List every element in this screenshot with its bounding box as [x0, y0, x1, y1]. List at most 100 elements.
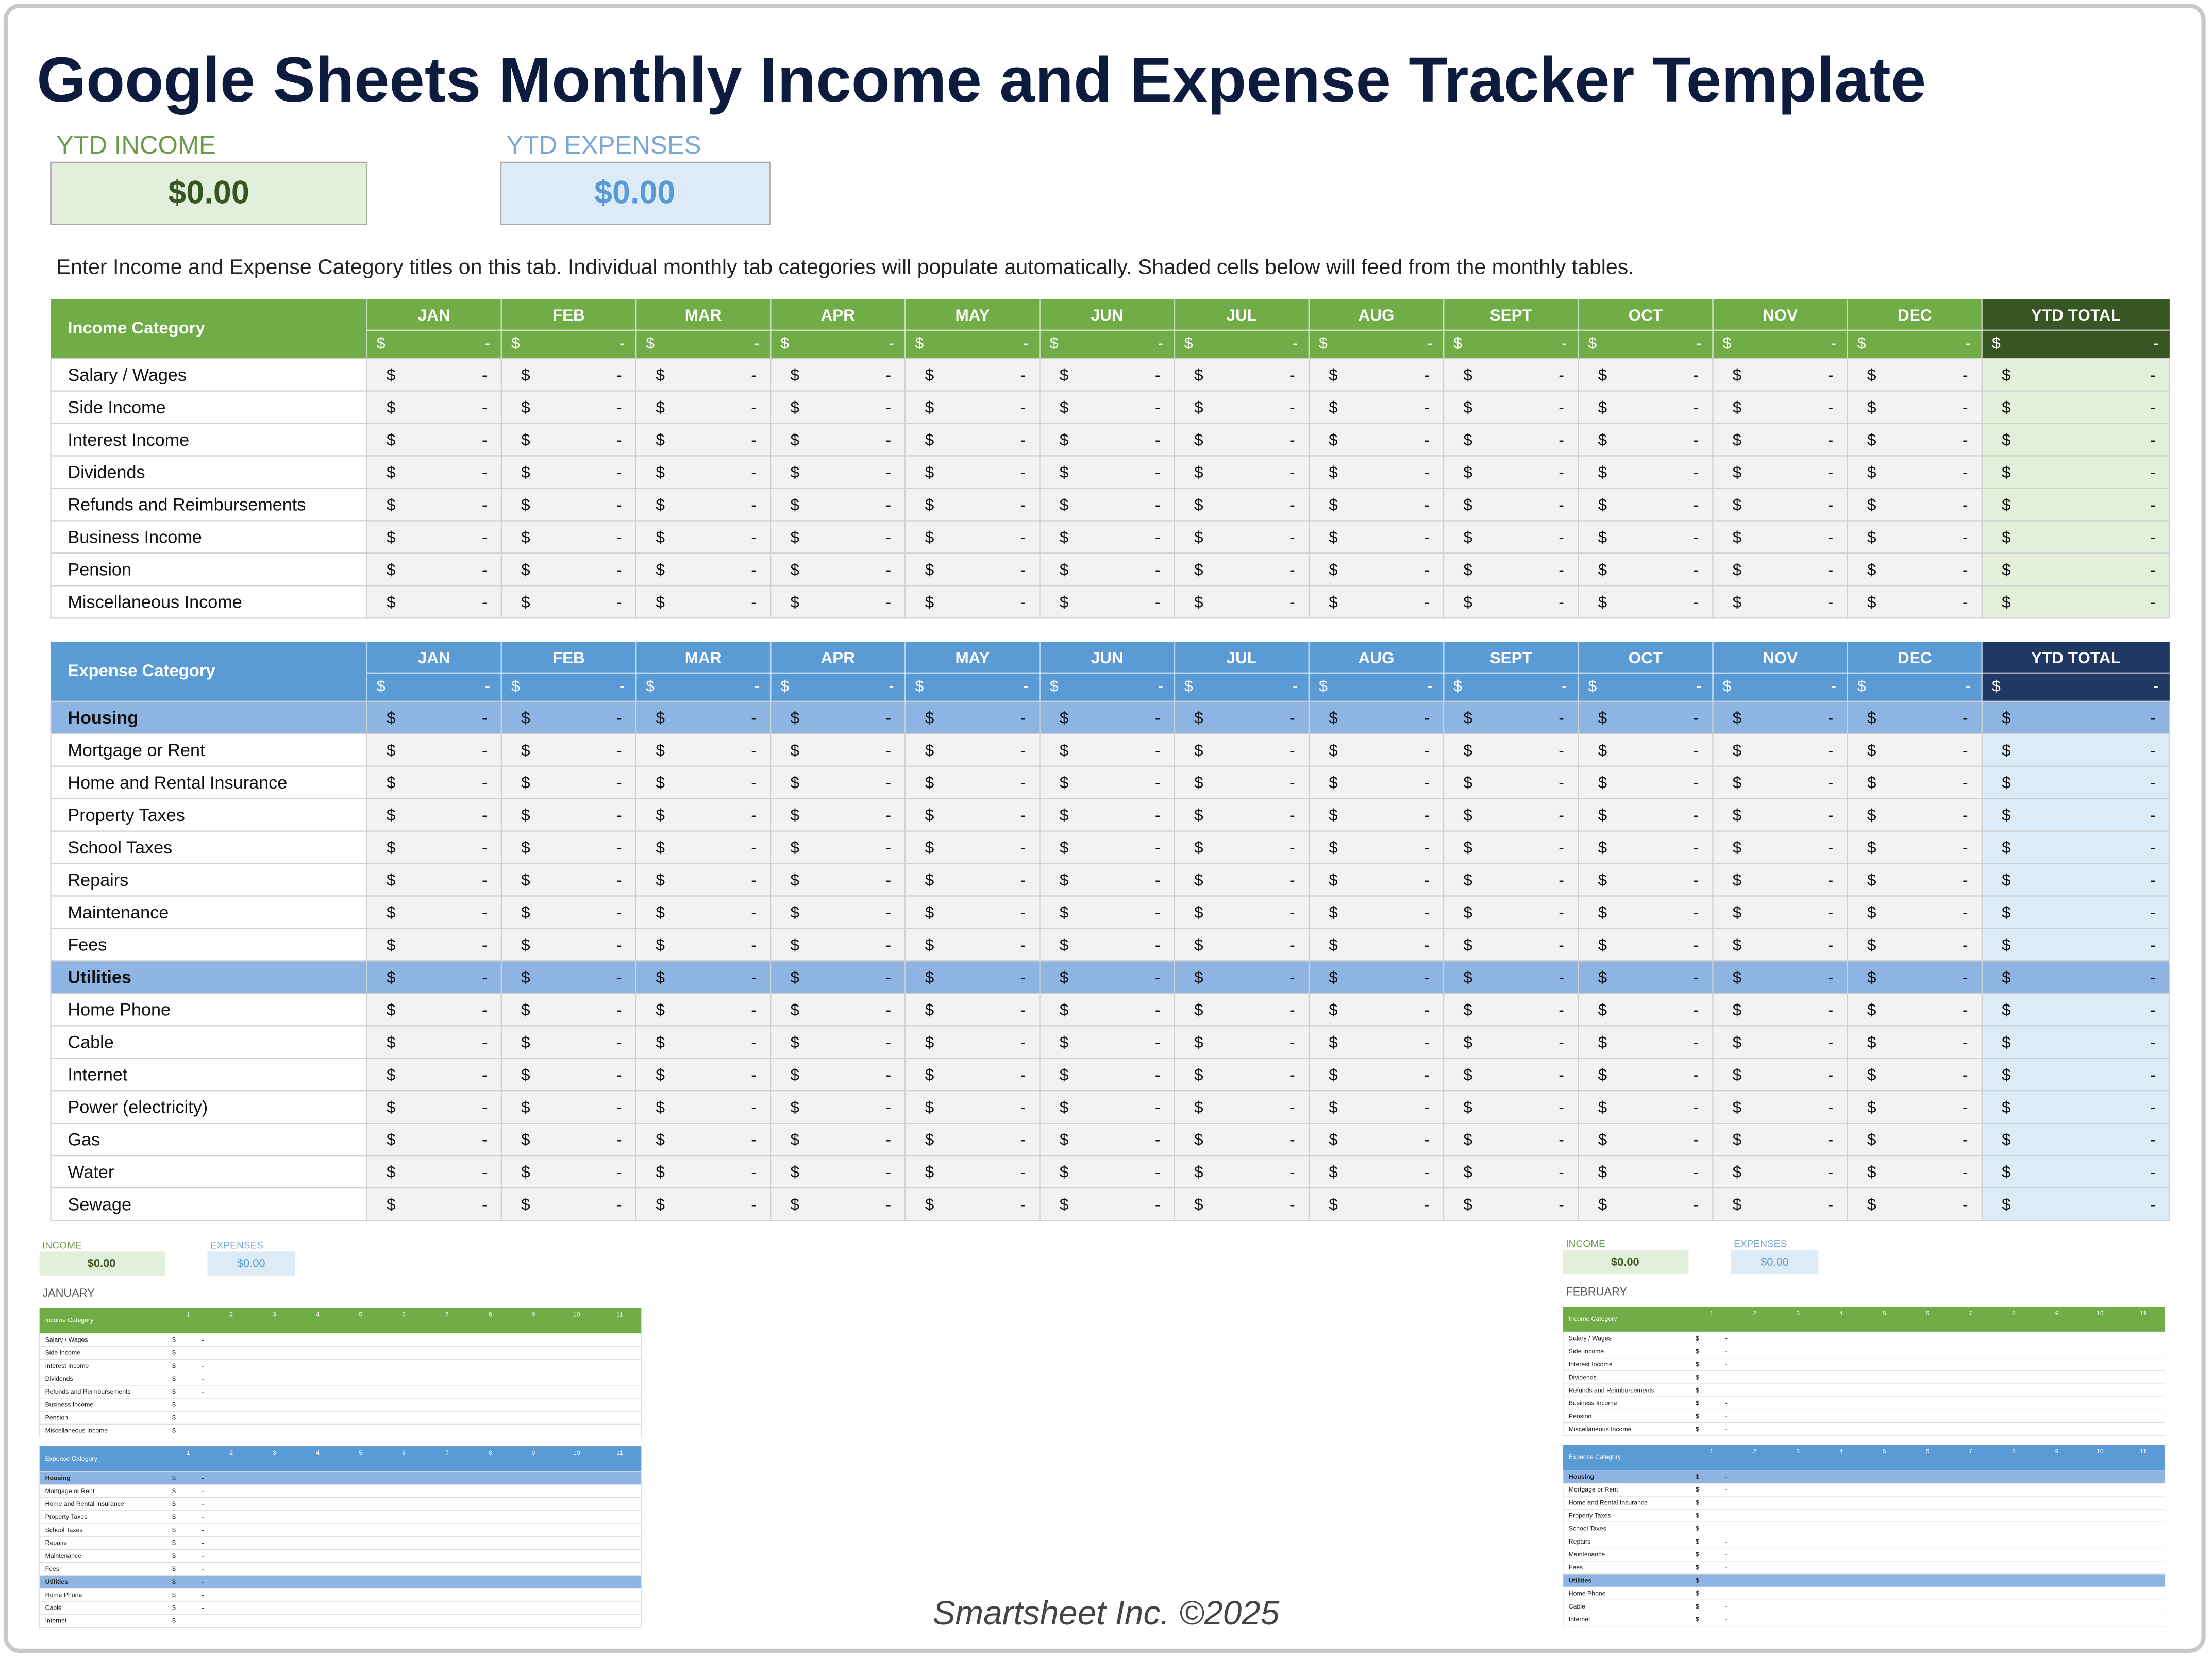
cell [1174, 1025, 1310, 1059]
cell-currency: $ [1463, 1196, 1472, 1214]
cell-empty: - [1963, 561, 1968, 579]
cell-currency: $ [1598, 839, 1607, 857]
thumb-row-label: Business Income [1569, 1400, 1617, 1407]
thumb-currency: $ [172, 1427, 176, 1434]
header-empty: - [754, 335, 759, 352]
thumb-row [39, 1497, 642, 1511]
cell-empty: - [1828, 936, 1833, 954]
cell [500, 585, 637, 619]
thumb-row [1563, 1573, 2166, 1587]
cell-currency: $ [521, 561, 530, 579]
cell [366, 455, 502, 489]
cell-currency: $ [521, 968, 530, 986]
cell [1174, 1123, 1310, 1157]
cell [1443, 700, 1579, 734]
thumb-currency: $ [172, 1604, 176, 1612]
thumb-row-label: Mortgage or Rent [1569, 1486, 1618, 1493]
thumb-day: 6 [402, 1311, 406, 1318]
cell-currency: $ [387, 839, 396, 857]
row [50, 863, 367, 897]
cell-currency: $ [1329, 741, 1338, 759]
cell [1308, 358, 1445, 392]
cell-currency: $ [1867, 528, 1876, 546]
thumb-empty: - [1725, 1577, 1728, 1584]
cell-empty: - [616, 806, 622, 824]
cell-empty: - [1559, 1131, 1564, 1149]
cell-currency: $ [1733, 1066, 1742, 1084]
title: Google Sheets Monthly Income and Expense… [37, 44, 1926, 115]
cell-currency: $ [656, 774, 665, 792]
cell [1712, 798, 1848, 832]
cell [500, 1058, 637, 1092]
cell-empty: - [2150, 1163, 2155, 1181]
cell-currency: $ [1060, 741, 1069, 759]
month-header: FEB [552, 306, 585, 324]
cell-empty: - [1963, 1066, 1968, 1084]
thumb-empty: - [202, 1349, 204, 1356]
cell-currency: $ [2002, 496, 2011, 514]
cell-empty: - [2150, 741, 2155, 759]
thumb-currency: $ [172, 1388, 176, 1395]
thumb-currency: $ [1696, 1564, 1699, 1571]
cell [635, 1090, 772, 1124]
cell-empty: - [1559, 528, 1564, 546]
cell-currency: $ [1733, 774, 1742, 792]
cell [1578, 928, 1714, 962]
thumb-row-label: Fees [1569, 1564, 1583, 1571]
cell-currency: $ [1463, 903, 1472, 922]
category-header: Income Category [68, 318, 205, 337]
cell-currency: $ [1463, 774, 1472, 792]
cell-currency: $ [521, 593, 530, 611]
cell-empty: - [482, 463, 487, 481]
cell-currency: $ [791, 968, 800, 986]
cell-empty: - [1155, 1196, 1160, 1214]
thumbnails: INCOME $0.00 EXPENSES $0.00 JANUARY Income Ca… [39, 1239, 2166, 1628]
cell [1847, 552, 1983, 587]
cell-empty: - [1289, 774, 1295, 792]
cell [1443, 765, 1579, 799]
cell-empty: - [1694, 398, 1699, 416]
cell-currency: $ [791, 1131, 800, 1149]
cell-currency: $ [1060, 496, 1069, 514]
thumb-row-label: Refunds and Reimbursements [45, 1388, 131, 1395]
cell-currency: $ [2002, 774, 2011, 792]
cell [904, 585, 1041, 619]
cell-empty: - [1020, 463, 1026, 481]
cell-currency: $ [1194, 774, 1203, 792]
cell-currency: $ [925, 1163, 934, 1181]
cell-currency: $ [1194, 709, 1203, 727]
thumb-expenses-value: $0.00 [237, 1257, 265, 1270]
footer: Smartsheet Inc. ©2025 [933, 1594, 1280, 1632]
cell-currency: $ [2002, 1001, 2011, 1019]
thumb-row-label: Mortgage or Rent [45, 1487, 95, 1495]
cell-empty: - [751, 496, 756, 514]
cell [635, 830, 772, 864]
cell [1174, 520, 1310, 554]
cell-currency: $ [387, 936, 396, 954]
thumb-day: 6 [1925, 1448, 1929, 1455]
cell-empty: - [1424, 398, 1429, 416]
thumb-currency: $ [1696, 1335, 1699, 1342]
cell-empty: - [616, 463, 622, 481]
cell-currency: $ [1733, 1001, 1742, 1019]
cell-currency: $ [1733, 839, 1742, 857]
thumb-income-value: $0.00 [1611, 1255, 1639, 1268]
cell-empty: - [1828, 968, 1833, 986]
cell-currency: $ [2002, 1196, 2011, 1214]
cell [1443, 1187, 1579, 1221]
cell-currency: $ [1598, 1163, 1607, 1181]
cell-currency: $ [1733, 593, 1742, 611]
cell-currency: $ [1598, 528, 1607, 546]
cell [1578, 552, 1714, 587]
thumb-day: 10 [573, 1449, 580, 1456]
header-currency: $ [1319, 678, 1328, 695]
cell-empty: - [1289, 496, 1295, 514]
month-header: JUN [1091, 306, 1124, 324]
cell [500, 1090, 637, 1124]
thumb-day: 10 [2097, 1448, 2104, 1455]
cell-currency: $ [1463, 968, 1472, 986]
cell [1174, 488, 1310, 522]
cell [635, 1123, 772, 1157]
cell-empty: - [1020, 774, 1026, 792]
cell-currency: $ [656, 366, 665, 384]
